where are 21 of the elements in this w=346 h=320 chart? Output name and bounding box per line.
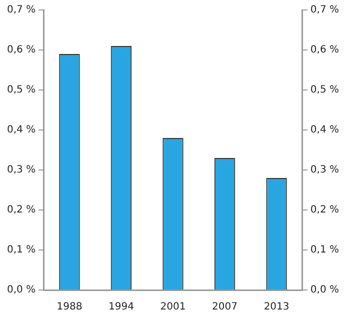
y2-tick-label: 0,0 %	[310, 284, 340, 296]
y-tick-label: 0,6 %	[6, 44, 36, 56]
x-tick-label: 2007	[212, 302, 238, 313]
y2-tick-label: 0,1 %	[310, 244, 340, 256]
x-tick-label: 2013	[264, 302, 290, 313]
y2-tick-label: 0,3 %	[310, 164, 340, 176]
y-tick-label: 0,1 %	[6, 244, 36, 256]
y2-tick-label: 0,2 %	[310, 204, 340, 216]
y-tick-label: 0,2 %	[6, 204, 36, 216]
y-tick-label: 0,5 %	[6, 84, 36, 96]
y-tick-label: 0,3 %	[6, 164, 36, 176]
y-tick-label: 0,0 %	[6, 284, 36, 296]
y2-tick-label: 0,4 %	[310, 124, 340, 136]
x-tick-label: 1994	[108, 302, 134, 313]
y2-tick-label: 0,6 %	[310, 44, 340, 56]
y-tick-label: 0,7 %	[6, 4, 36, 16]
x-tick-label: 1988	[56, 302, 82, 313]
y2-tick-label: 0,5 %	[310, 84, 340, 96]
y-tick-label: 0,4 %	[6, 124, 36, 136]
x-tick-label: 2001	[160, 302, 186, 313]
y2-tick-label: 0,7 %	[310, 4, 340, 16]
